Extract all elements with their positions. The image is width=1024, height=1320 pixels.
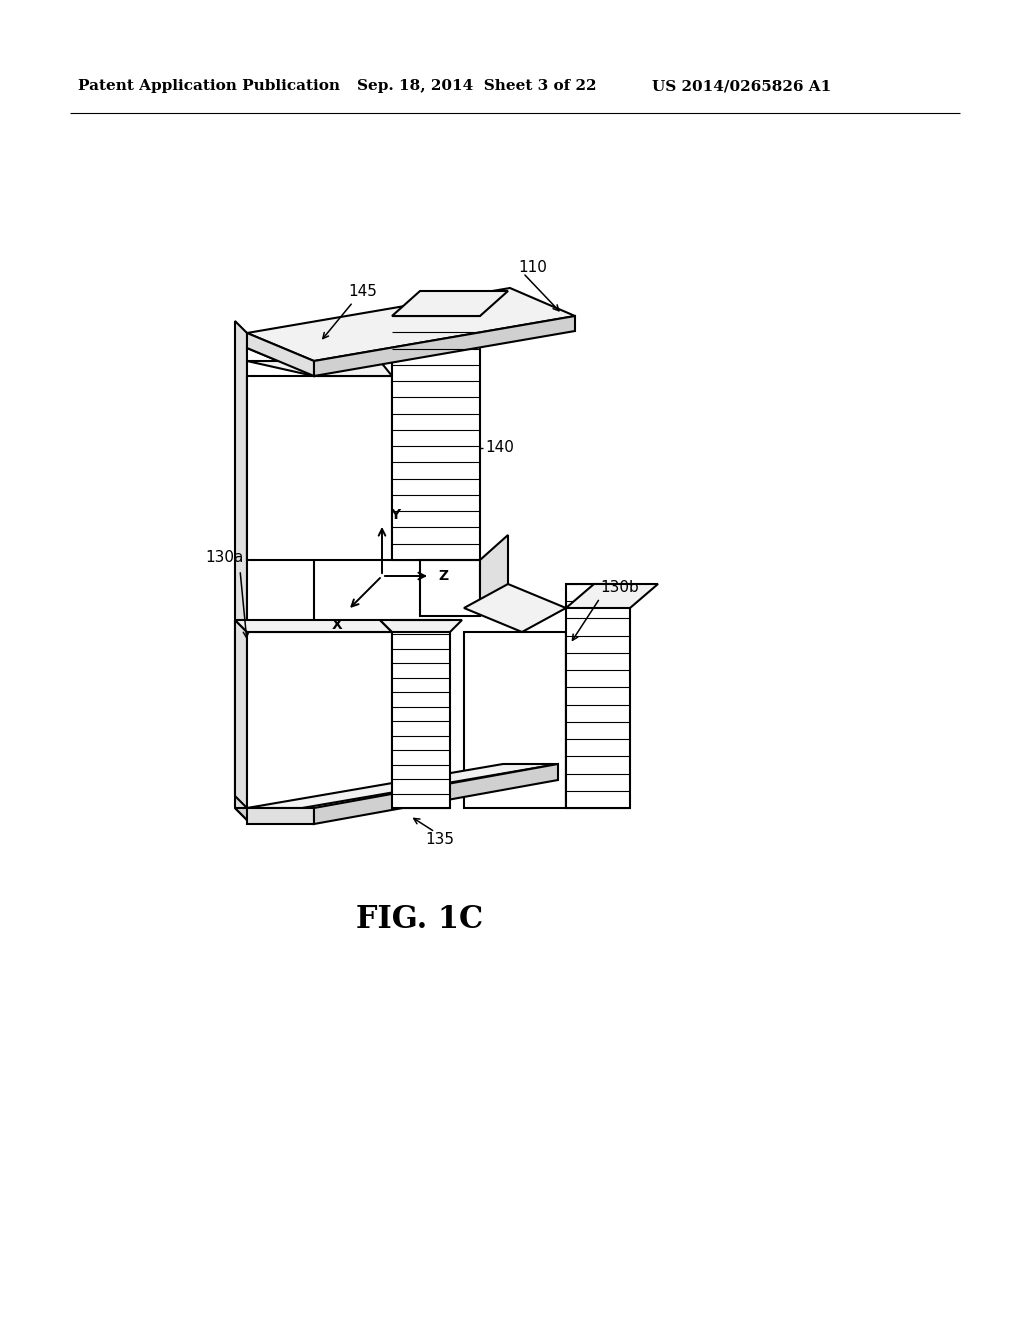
Polygon shape — [566, 583, 630, 808]
Polygon shape — [234, 321, 247, 820]
Polygon shape — [420, 560, 480, 616]
Text: Sep. 18, 2014  Sheet 3 of 22: Sep. 18, 2014 Sheet 3 of 22 — [357, 79, 597, 92]
Polygon shape — [464, 583, 566, 632]
Polygon shape — [247, 288, 575, 360]
Polygon shape — [247, 333, 314, 376]
Polygon shape — [314, 764, 558, 824]
Polygon shape — [247, 376, 392, 560]
Text: Z: Z — [438, 569, 449, 583]
Text: 130b: 130b — [600, 581, 639, 595]
Polygon shape — [234, 620, 247, 808]
Polygon shape — [234, 620, 392, 632]
Polygon shape — [464, 632, 566, 808]
Text: 140: 140 — [485, 441, 514, 455]
Polygon shape — [392, 290, 508, 315]
Text: 135: 135 — [426, 833, 455, 847]
Polygon shape — [247, 632, 392, 808]
Polygon shape — [566, 609, 594, 808]
Text: US 2014/0265826 A1: US 2014/0265826 A1 — [652, 79, 831, 92]
Polygon shape — [566, 583, 658, 609]
Polygon shape — [480, 535, 508, 616]
Text: X: X — [331, 618, 342, 632]
Polygon shape — [247, 360, 392, 376]
Text: 145: 145 — [348, 285, 377, 300]
Polygon shape — [247, 348, 314, 820]
Polygon shape — [247, 808, 314, 824]
Text: FIG. 1C: FIG. 1C — [356, 904, 483, 936]
Text: Patent Application Publication: Patent Application Publication — [78, 79, 340, 92]
Polygon shape — [247, 764, 558, 808]
Text: 130a: 130a — [205, 550, 244, 565]
Text: 110: 110 — [518, 260, 547, 276]
Polygon shape — [392, 620, 450, 808]
Polygon shape — [380, 620, 462, 632]
Polygon shape — [234, 808, 314, 820]
Text: Y: Y — [390, 508, 400, 521]
Polygon shape — [392, 315, 480, 560]
Polygon shape — [314, 315, 575, 376]
